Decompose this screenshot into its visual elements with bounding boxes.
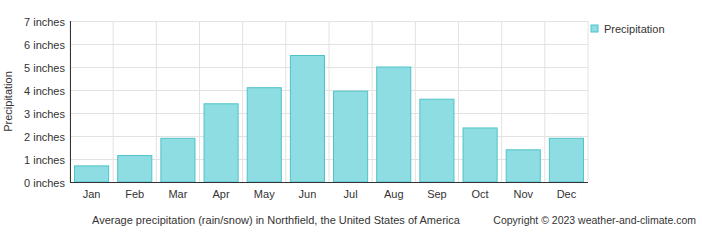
v-grid-line [242,21,243,182]
x-tick-label: Oct [472,188,489,200]
y-tick-label: 6 inches [24,39,65,51]
grid-line [70,136,588,137]
x-tick-label: Jul [344,188,358,200]
y-tick-label: 5 inches [24,62,65,74]
bar [161,138,195,182]
bar [118,156,152,182]
x-tick-label: Apr [213,188,230,200]
y-tick-label: 0 inches [24,177,65,189]
v-grid-line [458,21,459,182]
x-tick-label: May [254,188,275,200]
caption: Average precipitation (rain/snow) in Nor… [92,214,461,226]
v-grid-line [329,21,330,182]
v-grid-line [156,21,157,182]
bar [463,128,497,182]
x-tick-label: Feb [125,188,144,200]
v-grid-line [588,21,589,182]
v-grid-line [113,21,114,182]
v-grid-line [372,21,373,182]
grid-line [70,90,588,91]
x-tick-label: Dec [557,188,577,200]
grid-line [70,113,588,114]
bar [247,88,281,182]
x-tick-label: Aug [384,188,404,200]
grid-line [70,44,588,45]
x-tick-label: Nov [513,188,533,200]
v-grid-line [415,21,416,182]
v-grid-line [501,21,502,182]
y-axis [70,21,71,182]
x-tick-label: Mar [168,188,187,200]
grid-line [70,67,588,68]
bar [506,150,540,182]
bar [290,56,324,183]
v-grid-line [70,21,71,182]
x-axis [70,182,588,183]
y-axis-title: Precipitation [2,71,14,132]
bar [377,67,411,182]
grid-line [70,182,588,183]
v-grid-line [285,21,286,182]
bars [75,56,584,183]
chart: 0 inches 1 inches 2 inches 3 inches 4 inches… [0,0,702,232]
bar [75,166,109,182]
bar [420,99,454,182]
y-tick-label: 3 inches [24,108,65,120]
y-tick-label: 1 inches [24,154,65,166]
v-grid-line [199,21,200,182]
v-grid-line [544,21,545,182]
y-tick-label: 4 inches [24,85,65,97]
y-tick-label: 2 inches [24,131,65,143]
bar [334,91,368,182]
bar [549,138,583,182]
bar [204,104,238,182]
x-tick-label: Jun [299,188,317,200]
x-tick-label: Sep [427,188,447,200]
y-tick-label: 7 inches [24,16,65,28]
legend-swatch [591,25,598,32]
grid-line [70,21,588,22]
x-tick-label: Jan [83,188,101,200]
copyright: Copyright © 2023 weather-and-climate.com [493,214,696,226]
legend-label: Precipitation [604,23,665,35]
